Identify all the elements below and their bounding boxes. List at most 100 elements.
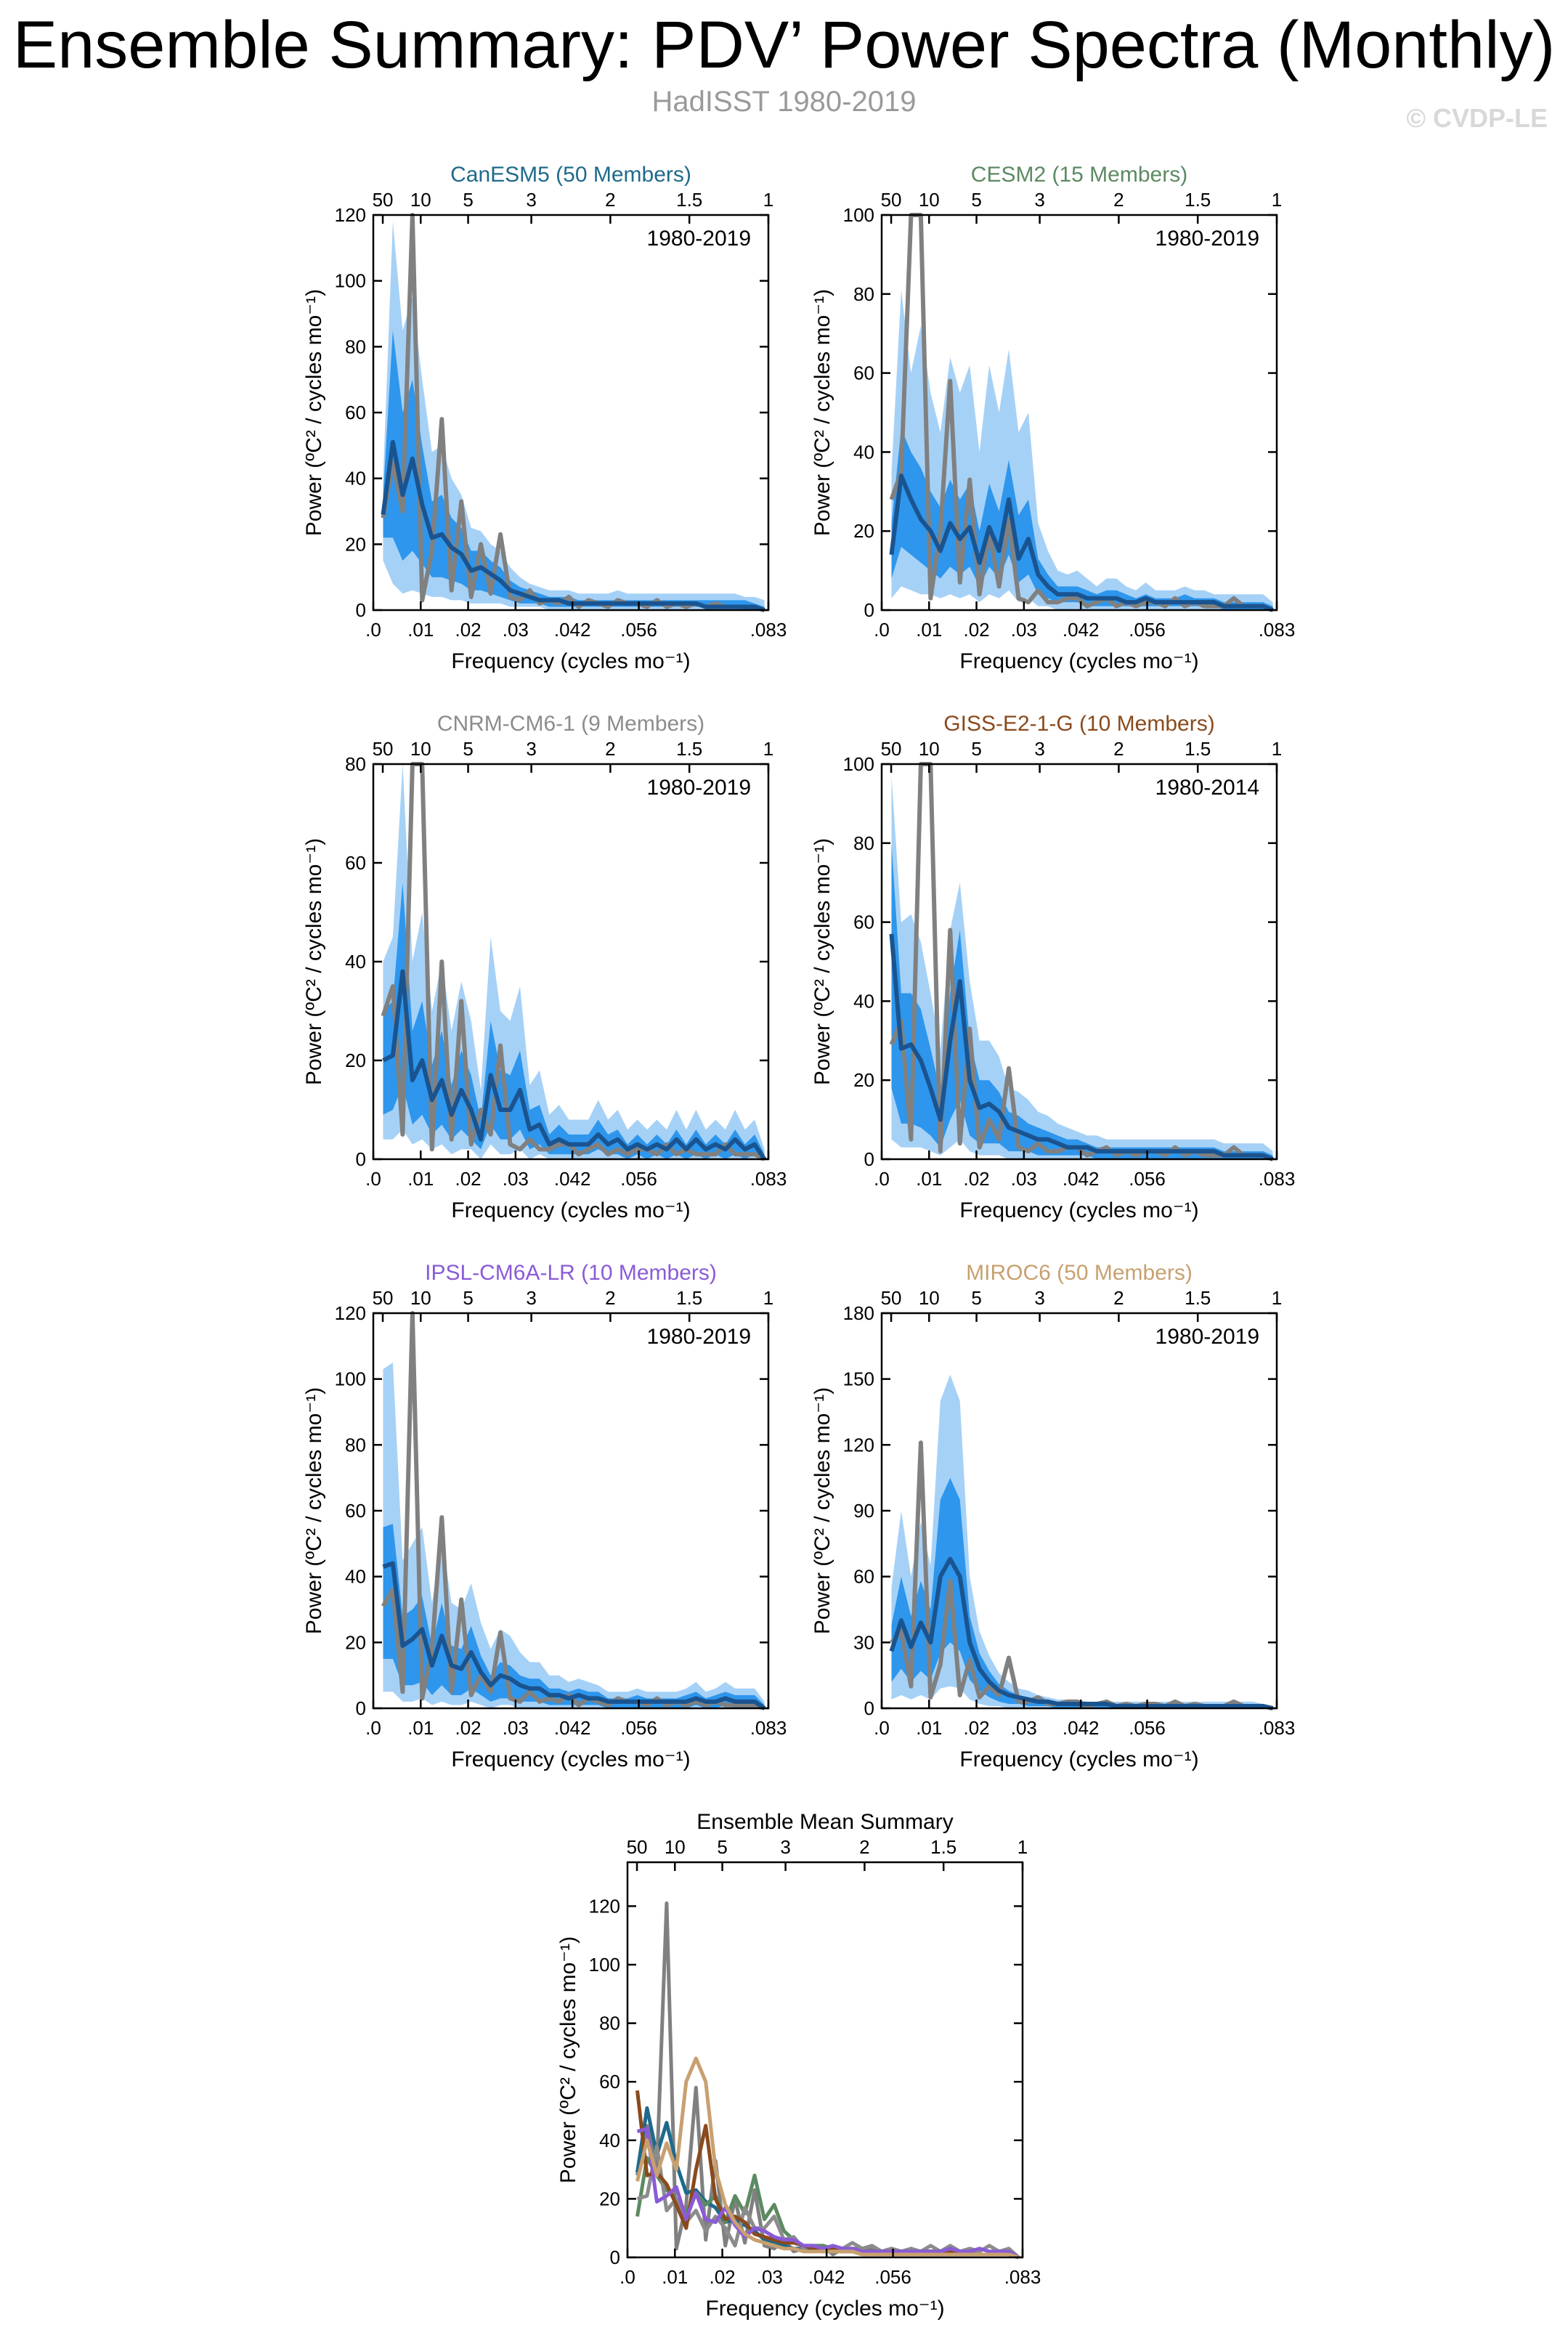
x-tick-label: .083 [1259, 1168, 1296, 1190]
y-tick-label: 100 [843, 753, 874, 775]
plot-frame [880, 763, 1278, 1161]
outer-range-band [891, 776, 1273, 1159]
top-tick-label: 5 [463, 189, 473, 211]
y-tick-label: 40 [853, 441, 874, 463]
chart-title: MIROC6 (50 Members) [966, 1261, 1193, 1285]
y-tick-label: 0 [356, 599, 366, 621]
top-tick-label: 3 [780, 1836, 790, 1858]
observed-line [381, 762, 765, 1161]
top-tick-label: 2 [605, 189, 615, 211]
top-tick-label: 5 [971, 738, 981, 760]
plot-frame [880, 214, 1278, 612]
top-tick-label: 1.5 [1185, 189, 1211, 211]
period-label: 1980-2014 [1155, 776, 1259, 800]
top-tick-label: 1 [763, 189, 773, 211]
y-tick-label: 120 [335, 1302, 366, 1324]
x-tick-label: .01 [407, 1717, 434, 1739]
top-tick-label: 50 [373, 738, 394, 760]
period-label: 1980-2019 [1155, 1325, 1259, 1349]
ensemble-mean-line [889, 1556, 1274, 1710]
x-tick-label: .042 [1063, 1168, 1100, 1190]
x-tick-label: .042 [554, 1168, 591, 1190]
y-tick-label: 0 [864, 599, 874, 621]
x-tick-label: .01 [916, 619, 942, 641]
plot-frame [626, 1861, 1024, 2259]
inner-range-band [891, 428, 1273, 610]
top-tick-label: 2 [1113, 1287, 1124, 1309]
y-tick-label: 60 [853, 912, 874, 933]
x-tick-label: .042 [808, 2266, 845, 2288]
chart-panel-3: 0 20 40 60 80 .0 .01 .02 .03 .042 .056 .083 50 10 5 3 2 1… [302, 712, 787, 1222]
x-tick-label: .042 [554, 1717, 591, 1739]
top-tick-label: 2 [859, 1836, 869, 1858]
observed-line [889, 762, 1274, 1161]
x-tick-label: .02 [963, 1717, 989, 1739]
y-tick-label: 180 [843, 1302, 874, 1324]
y-axis-label: Power (ºC² / cycles mo⁻¹) [811, 838, 834, 1085]
x-tick-label: .01 [916, 1168, 942, 1190]
y-axis-label: Power (ºC² / cycles mo⁻¹) [302, 838, 326, 1085]
chart-title: CanESM5 (50 Members) [450, 163, 691, 187]
x-tick-label: .03 [503, 1717, 529, 1739]
y-tick-label: 80 [853, 283, 874, 305]
top-tick-label: 2 [1113, 738, 1124, 760]
series-line-miroc6 [635, 2056, 1020, 2260]
top-tick-label: 50 [881, 1287, 902, 1309]
top-tick-label: 5 [463, 1287, 473, 1309]
y-tick-label: 60 [345, 402, 366, 423]
x-tick-label: .056 [1129, 1717, 1166, 1739]
top-tick-label: 5 [971, 189, 981, 211]
top-tick-label: 1 [1017, 1836, 1028, 1858]
y-tick-label: 60 [345, 1500, 366, 1522]
top-tick-label: 10 [410, 738, 431, 760]
chart-panel-2: 0 20 40 60 80 100 .0 .01 .02 .03 .042 .056 .083 50 10 5… [811, 163, 1295, 673]
x-axis-label: Frequency (cycles mo⁻¹) [451, 1198, 690, 1222]
top-tick-label: 5 [463, 738, 473, 760]
y-tick-label: 80 [345, 1434, 366, 1456]
top-tick-label: 1 [763, 1287, 773, 1309]
top-tick-label: 10 [919, 738, 940, 760]
x-tick-label: .0 [874, 1717, 890, 1739]
x-tick-label: .056 [874, 2266, 911, 2288]
x-tick-label: .083 [750, 1168, 787, 1190]
period-label: 1980-2019 [647, 227, 751, 251]
y-tick-label: 20 [345, 1631, 366, 1653]
chart-title: GISS-E2-1-G (10 Members) [943, 712, 1214, 736]
chart-panel-7: 0 20 40 60 80 100 120 .0 .01 .02 .03 .042 .056 .083 50… [556, 1810, 1041, 2321]
y-tick-label: 60 [853, 362, 874, 384]
top-tick-label: 5 [971, 1287, 981, 1309]
chart-title: CESM2 (15 Members) [971, 163, 1187, 187]
y-axis-label: Power (ºC² / cycles mo⁻¹) [302, 1387, 326, 1634]
y-tick-label: 40 [345, 951, 366, 973]
y-tick-label: 120 [335, 204, 366, 226]
chart-panel-6: 0306090120150180.0.01.02.03.042.056.0835… [811, 1261, 1295, 1771]
x-tick-label: .042 [1063, 1717, 1100, 1739]
ensemble-mean-line [382, 1561, 766, 1710]
y-tick-label: 0 [864, 1697, 874, 1719]
y-tick-label: 20 [853, 520, 874, 542]
x-tick-label: .0 [874, 619, 890, 641]
top-tick-label: 3 [1034, 1287, 1044, 1309]
x-tick-label: .0 [365, 1168, 381, 1190]
x-tick-label: .03 [503, 619, 529, 641]
x-axis-label: Frequency (cycles mo⁻¹) [705, 2297, 944, 2321]
x-tick-label: .01 [916, 1717, 942, 1739]
y-tick-label: 80 [345, 753, 366, 775]
x-tick-label: .03 [503, 1168, 529, 1190]
top-tick-label: 3 [526, 189, 536, 211]
x-axis-label: Frequency (cycles mo⁻¹) [959, 1748, 1198, 1771]
top-tick-label: 2 [1113, 189, 1124, 211]
x-tick-label: .01 [407, 619, 434, 641]
outer-range-band [383, 764, 765, 1159]
chart-title: Ensemble Mean Summary [696, 1810, 953, 1834]
top-tick-label: 10 [919, 1287, 940, 1309]
y-tick-label: 100 [589, 1954, 620, 1976]
top-tick-label: 2 [605, 738, 615, 760]
x-tick-label: .02 [963, 1168, 989, 1190]
inner-range-band [891, 1477, 1273, 1708]
y-tick-label: 20 [853, 1069, 874, 1091]
ensemble-mean-line [381, 439, 765, 612]
outer-range-band [383, 1363, 765, 1708]
period-label: 1980-2019 [1155, 227, 1259, 251]
ensemble-mean-line [889, 933, 1274, 1161]
